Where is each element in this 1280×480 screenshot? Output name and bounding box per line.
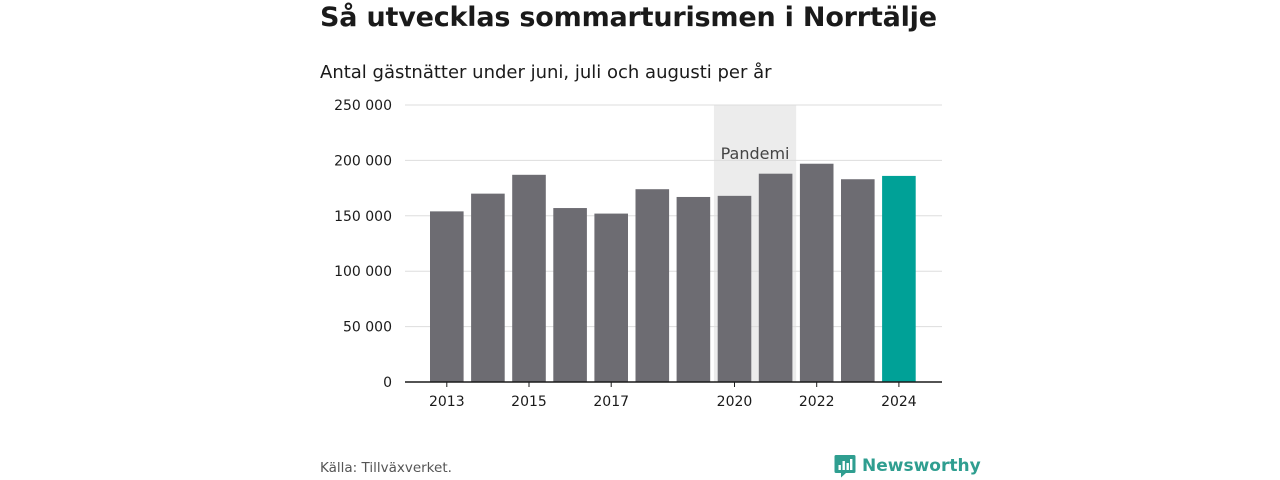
bar-2021 xyxy=(758,173,793,382)
chart-title: Så utvecklas sommarturismen i Norrtälje xyxy=(320,2,937,33)
y-tick-label: 0 xyxy=(383,375,392,391)
y-tick-label: 250 000 xyxy=(334,98,392,114)
y-tick-label: 100 000 xyxy=(334,264,392,280)
axis-layer: 2013 2015 2017 2020 2022 2024 xyxy=(405,381,942,410)
x-tick-label: 2024 xyxy=(881,394,917,410)
bar-2022 xyxy=(799,163,834,382)
source-note: Källa: Tillväxverket. xyxy=(320,460,452,476)
bar-2019 xyxy=(676,196,711,382)
x-tick-label: 2020 xyxy=(717,394,753,410)
bar-2017 xyxy=(594,213,628,382)
bar-2024 xyxy=(882,175,916,382)
x-tick-label: 2017 xyxy=(593,394,629,410)
chart-subtitle: Antal gästnätter under juni, juli och au… xyxy=(320,62,772,83)
pandemic-label: Pandemi xyxy=(721,144,790,163)
x-tick-label: 2013 xyxy=(429,394,465,410)
x-tick-label: 2022 xyxy=(799,394,835,410)
bar-layer xyxy=(430,163,916,382)
bar-2013 xyxy=(430,211,464,382)
y-tick-label: 200 000 xyxy=(334,153,392,169)
newsworthy-logo[interactable]: Newsworthy xyxy=(834,454,981,478)
bar-2016 xyxy=(553,208,587,382)
y-tick-label: 150 000 xyxy=(334,209,392,225)
newsworthy-icon xyxy=(834,455,856,478)
bar-2018 xyxy=(635,189,670,382)
bar-2020 xyxy=(717,195,752,382)
bar-2015 xyxy=(512,174,546,382)
brand-name: Newsworthy xyxy=(862,456,981,476)
bar-2023 xyxy=(841,179,875,382)
bar-2014 xyxy=(471,193,505,382)
x-tick-label: 2015 xyxy=(511,394,547,410)
y-tick-label: 50 000 xyxy=(343,320,392,336)
